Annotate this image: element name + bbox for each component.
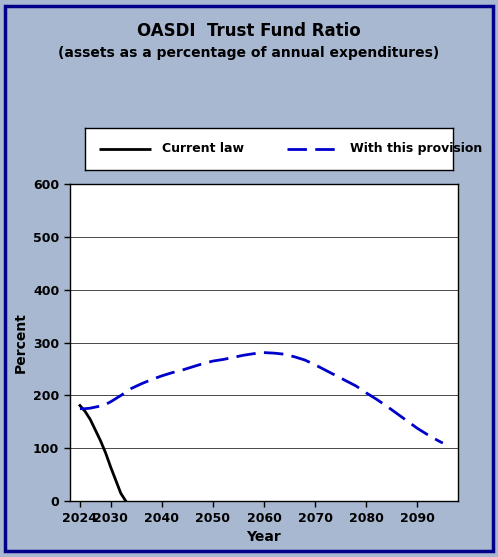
Y-axis label: Percent: Percent (13, 312, 27, 373)
Text: OASDI  Trust Fund Ratio: OASDI Trust Fund Ratio (137, 22, 361, 40)
Text: (assets as a percentage of annual expenditures): (assets as a percentage of annual expend… (58, 46, 440, 60)
Text: Current law: Current law (162, 143, 244, 155)
Text: With this provision: With this provision (350, 143, 482, 155)
X-axis label: Year: Year (247, 530, 281, 544)
